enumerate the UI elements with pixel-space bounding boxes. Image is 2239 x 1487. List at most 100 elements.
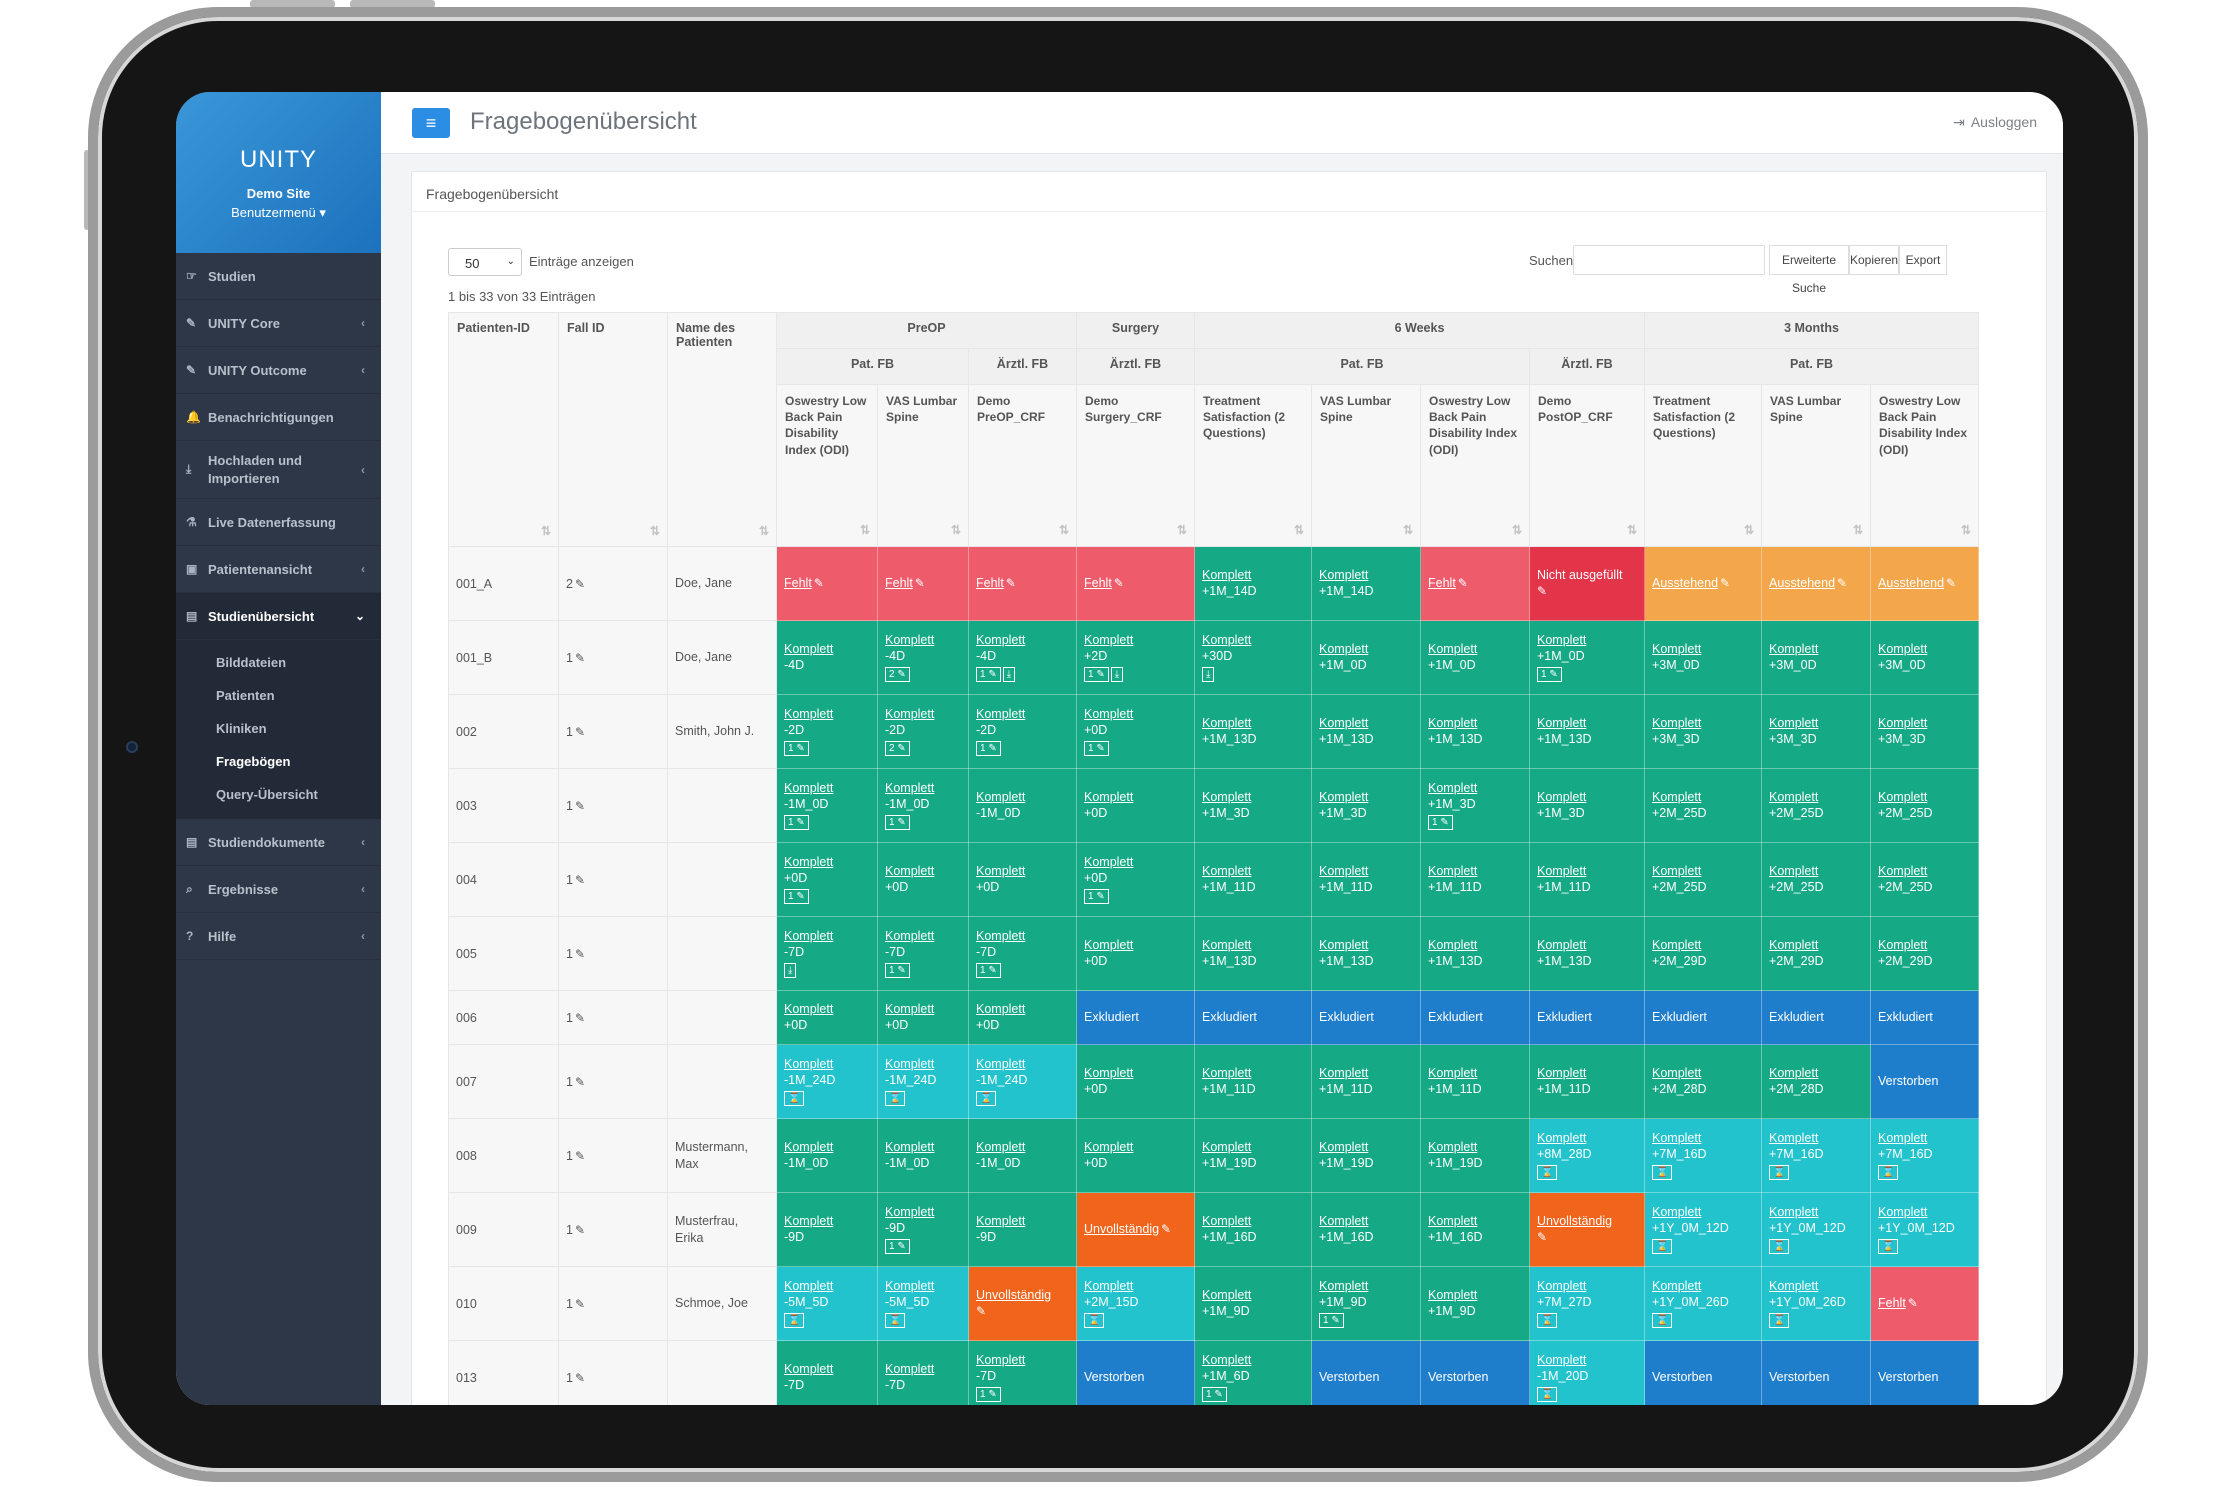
status-link[interactable]: Nicht ausgefüllt	[1537, 567, 1623, 582]
status-link[interactable]: Komplett	[1652, 1279, 1702, 1294]
questionnaire-header[interactable]: Oswestry Low Back Pain Disability Index …	[1870, 384, 1979, 547]
status-link[interactable]: Komplett	[1652, 937, 1702, 952]
status-cell[interactable]: Komplett +0D	[968, 990, 1077, 1045]
status-cell[interactable]: Komplett +1M_11D	[1311, 1044, 1421, 1119]
status-link[interactable]: Komplett	[1878, 789, 1928, 804]
menu-toggle-button[interactable]: ≡	[412, 108, 450, 138]
sidebar-subitem[interactable]: Bilddateien	[216, 655, 287, 670]
download-icon[interactable]: ⤓	[784, 962, 797, 978]
status-link[interactable]: Komplett	[1319, 789, 1369, 804]
status-cell[interactable]: Komplett +2M_25D	[1761, 842, 1871, 917]
status-link[interactable]: Komplett	[1537, 863, 1587, 878]
hourglass-icon[interactable]: ⌛	[1084, 1312, 1105, 1328]
status-cell[interactable]: Komplett +0D	[877, 990, 969, 1045]
status-cell[interactable]: Komplett +0D 1 ✎	[1076, 694, 1195, 769]
status-link[interactable]: Komplett	[1319, 863, 1369, 878]
sidebar-item[interactable]: ⚗ Live Datenerfassung	[176, 499, 381, 546]
hourglass-icon[interactable]: ⌛	[1537, 1312, 1558, 1328]
status-link[interactable]: Fehlt	[1428, 575, 1456, 590]
count-edit-badge[interactable]: 2 ✎	[885, 740, 910, 756]
status-link[interactable]: Komplett	[885, 781, 935, 796]
status-cell[interactable]: Unvollständig ✎	[968, 1266, 1077, 1341]
status-link[interactable]: Komplett	[1084, 1065, 1134, 1080]
status-cell[interactable]: Komplett +1M_9D	[1420, 1266, 1530, 1341]
status-cell[interactable]: Ausstehend ✎	[1644, 546, 1762, 621]
status-link[interactable]: Exkludiert	[1537, 1009, 1592, 1024]
count-edit-badge[interactable]: 1 ✎	[1084, 740, 1109, 756]
status-link[interactable]: Komplett	[1652, 863, 1702, 878]
status-cell[interactable]: Komplett -7D	[776, 1340, 878, 1405]
status-cell[interactable]: Komplett -1M_0D 1 ✎	[877, 768, 969, 843]
questionnaire-header[interactable]: Oswestry Low Back Pain Disability Index …	[1420, 384, 1530, 547]
status-link[interactable]: Verstorben	[1652, 1369, 1713, 1384]
status-link[interactable]: Komplett	[885, 863, 935, 878]
status-cell[interactable]: Exkludiert	[1529, 990, 1645, 1045]
sidebar-subitem[interactable]: Fragebögen	[216, 754, 291, 769]
status-link[interactable]: Komplett	[885, 1205, 935, 1220]
status-cell[interactable]: Komplett -4D 1 ✎ ⤓	[968, 620, 1077, 695]
questionnaire-header[interactable]: VAS Lumbar Spine	[1761, 384, 1871, 547]
status-link[interactable]: Komplett	[1652, 1205, 1702, 1220]
status-link[interactable]: Komplett	[976, 1139, 1026, 1154]
status-cell[interactable]: Komplett +1M_11D	[1420, 842, 1530, 917]
status-link[interactable]: Unvollständig	[1537, 1213, 1613, 1228]
count-edit-badge[interactable]: 1 ✎	[976, 740, 1001, 756]
status-link[interactable]: Komplett	[976, 863, 1026, 878]
hourglass-icon[interactable]: ⌛	[1652, 1164, 1673, 1180]
status-link[interactable]: Komplett	[1537, 937, 1587, 952]
edit-icon[interactable]: ✎	[574, 1296, 586, 1311]
edit-icon[interactable]: ✎	[574, 1148, 586, 1163]
status-cell[interactable]: Komplett -7D 1 ✎	[877, 916, 969, 991]
status-link[interactable]: Komplett	[1202, 937, 1252, 952]
case-id-cell[interactable]: 1 ✎	[558, 1340, 668, 1405]
status-cell[interactable]: Komplett +1M_16D	[1420, 1192, 1530, 1267]
sidebar-item[interactable]: ⌕ Ergebnisse ‹	[176, 866, 381, 913]
status-link[interactable]: Verstorben	[1769, 1369, 1830, 1384]
hourglass-icon[interactable]: ⌛	[784, 1312, 805, 1328]
status-link[interactable]: Komplett	[1319, 937, 1369, 952]
status-link[interactable]: Komplett	[784, 1279, 834, 1294]
status-cell[interactable]: Komplett +2M_25D	[1644, 768, 1762, 843]
status-link[interactable]: Verstorben	[1428, 1369, 1489, 1384]
status-cell[interactable]: Komplett +2M_15D ⌛	[1076, 1266, 1195, 1341]
status-link[interactable]: Fehlt	[976, 575, 1004, 590]
edit-icon[interactable]: ✎	[1537, 583, 1548, 598]
questionnaire-header[interactable]: Treatment Satisfaction (2 Questions)	[1194, 384, 1312, 547]
search-input[interactable]	[1573, 245, 1765, 275]
edit-icon[interactable]: ✎	[574, 798, 586, 813]
status-link[interactable]: Komplett	[976, 1057, 1026, 1072]
status-cell[interactable]: Komplett +1M_6D 1 ✎	[1194, 1340, 1312, 1405]
status-link[interactable]: Komplett	[885, 633, 935, 648]
status-cell[interactable]: Exkludiert	[1870, 990, 1979, 1045]
status-link[interactable]: Komplett	[1084, 707, 1134, 722]
status-link[interactable]: Komplett	[1319, 1065, 1369, 1080]
status-link[interactable]: Komplett	[1769, 1065, 1819, 1080]
status-cell[interactable]: Komplett +2M_25D	[1870, 768, 1979, 843]
page-size-select[interactable]: 50 ⌄	[448, 248, 522, 276]
count-edit-badge[interactable]: 1 ✎	[885, 962, 910, 978]
status-cell[interactable]: Komplett -4D 2 ✎	[877, 620, 969, 695]
hourglass-icon[interactable]: ⌛	[1769, 1164, 1790, 1180]
edit-icon[interactable]: ✎	[813, 575, 824, 590]
status-link[interactable]: Komplett	[1202, 1065, 1252, 1080]
sidebar-item[interactable]: ⤓ Hochladen und Importieren ‹	[176, 441, 381, 499]
status-cell[interactable]: Exkludiert	[1761, 990, 1871, 1045]
status-link[interactable]: Komplett	[1319, 1213, 1369, 1228]
status-cell[interactable]: Komplett -7D 1 ✎	[968, 916, 1077, 991]
status-cell[interactable]: Komplett +1M_0D	[1420, 620, 1530, 695]
count-edit-badge[interactable]: 1 ✎	[784, 888, 809, 904]
count-edit-badge[interactable]: 1 ✎	[885, 1238, 910, 1254]
status-cell[interactable]: Komplett +3M_3D	[1761, 694, 1871, 769]
status-cell[interactable]: Komplett +2M_25D	[1644, 842, 1762, 917]
sidebar-item[interactable]: ✎ UNITY Outcome ‹	[176, 347, 381, 394]
status-link[interactable]: Komplett	[1084, 937, 1134, 952]
status-link[interactable]: Komplett	[1878, 863, 1928, 878]
count-edit-badge[interactable]: 1 ✎	[1428, 814, 1453, 830]
status-link[interactable]: Ausstehend	[1652, 575, 1719, 590]
status-cell[interactable]: Komplett +3M_3D	[1644, 694, 1762, 769]
questionnaire-header[interactable]: Demo PostOP_CRF	[1529, 384, 1645, 547]
status-cell[interactable]: Komplett -5M_5D ⌛	[877, 1266, 969, 1341]
sidebar-subitem[interactable]: Query-Übersicht	[216, 787, 318, 802]
status-cell[interactable]: Komplett -9D	[776, 1192, 878, 1267]
status-cell[interactable]: Verstorben	[1870, 1340, 1979, 1405]
